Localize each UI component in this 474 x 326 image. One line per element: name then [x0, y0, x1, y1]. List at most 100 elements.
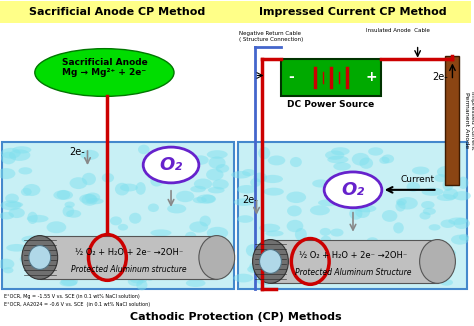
Ellipse shape	[262, 175, 283, 183]
Ellipse shape	[46, 221, 66, 233]
Ellipse shape	[159, 156, 179, 168]
Ellipse shape	[118, 255, 139, 266]
Ellipse shape	[5, 194, 19, 203]
Ellipse shape	[437, 166, 457, 178]
Text: DC Power Source: DC Power Source	[288, 100, 375, 109]
Ellipse shape	[233, 274, 253, 282]
Ellipse shape	[437, 194, 456, 201]
Ellipse shape	[12, 146, 31, 154]
Ellipse shape	[355, 205, 370, 218]
Ellipse shape	[214, 247, 230, 256]
Ellipse shape	[242, 169, 255, 176]
Text: +: +	[365, 70, 377, 84]
Ellipse shape	[186, 279, 206, 287]
Ellipse shape	[331, 147, 350, 155]
Ellipse shape	[333, 185, 355, 193]
Ellipse shape	[393, 274, 405, 284]
Ellipse shape	[310, 251, 325, 258]
Ellipse shape	[115, 183, 129, 196]
Ellipse shape	[287, 205, 302, 216]
Ellipse shape	[379, 157, 390, 164]
Ellipse shape	[440, 279, 453, 286]
Ellipse shape	[324, 172, 382, 208]
Ellipse shape	[320, 236, 332, 248]
Ellipse shape	[366, 237, 378, 245]
Ellipse shape	[0, 259, 14, 270]
Bar	[40, 236, 217, 279]
Ellipse shape	[428, 224, 440, 230]
Ellipse shape	[181, 159, 194, 166]
Ellipse shape	[397, 197, 418, 210]
Bar	[0, 1, 236, 23]
Ellipse shape	[448, 217, 467, 225]
Text: Negative Return Cable
( Structure Connection): Negative Return Cable ( Structure Connec…	[238, 31, 303, 42]
Text: Cathodic Protection (CP) Methods: Cathodic Protection (CP) Methods	[130, 312, 341, 322]
Bar	[271, 240, 438, 283]
Ellipse shape	[79, 194, 97, 204]
Ellipse shape	[191, 238, 203, 247]
Ellipse shape	[333, 162, 351, 170]
Ellipse shape	[21, 235, 43, 244]
Ellipse shape	[207, 227, 228, 239]
Ellipse shape	[253, 172, 267, 182]
Ellipse shape	[199, 236, 213, 243]
Ellipse shape	[193, 197, 207, 203]
Text: Insulated Anode  Cable: Insulated Anode Cable	[366, 28, 429, 33]
Text: O₂: O₂	[341, 181, 365, 199]
Ellipse shape	[352, 267, 372, 274]
Ellipse shape	[407, 182, 420, 192]
Ellipse shape	[328, 179, 343, 190]
Ellipse shape	[231, 171, 251, 179]
Ellipse shape	[136, 182, 146, 195]
Ellipse shape	[382, 155, 394, 163]
Text: Protected Aluminum Structure: Protected Aluminum Structure	[295, 268, 411, 277]
Bar	[237, 142, 467, 289]
Ellipse shape	[421, 188, 443, 196]
Ellipse shape	[35, 259, 46, 271]
Text: 2e-: 2e-	[433, 72, 448, 82]
Text: ½ O₂ + H₂O + 2e⁻ →2OH⁻: ½ O₂ + H₂O + 2e⁻ →2OH⁻	[299, 251, 407, 260]
Ellipse shape	[265, 230, 283, 236]
Ellipse shape	[1, 148, 21, 159]
Ellipse shape	[319, 228, 331, 236]
Text: Sacrificial Anode
Mg → Mg²⁺ + 2e⁻: Sacrificial Anode Mg → Mg²⁺ + 2e⁻	[62, 58, 147, 77]
Ellipse shape	[382, 210, 397, 222]
Ellipse shape	[21, 188, 32, 196]
Ellipse shape	[459, 234, 469, 241]
Ellipse shape	[72, 265, 92, 277]
Ellipse shape	[330, 229, 344, 237]
Ellipse shape	[56, 190, 70, 200]
Ellipse shape	[202, 246, 217, 258]
Ellipse shape	[259, 271, 274, 279]
Ellipse shape	[253, 240, 288, 283]
Ellipse shape	[287, 220, 303, 232]
Ellipse shape	[172, 273, 186, 279]
Bar	[236, 23, 471, 145]
Ellipse shape	[1, 152, 16, 164]
Ellipse shape	[421, 201, 435, 209]
Ellipse shape	[201, 195, 215, 203]
Ellipse shape	[5, 201, 23, 208]
Ellipse shape	[388, 245, 399, 257]
Ellipse shape	[208, 187, 225, 193]
Ellipse shape	[148, 203, 159, 212]
Ellipse shape	[0, 212, 14, 219]
Ellipse shape	[148, 259, 159, 269]
Ellipse shape	[194, 179, 212, 189]
Ellipse shape	[176, 191, 194, 202]
Bar	[2, 142, 234, 289]
Ellipse shape	[29, 245, 51, 269]
Bar	[0, 23, 236, 145]
Ellipse shape	[258, 147, 270, 159]
Ellipse shape	[85, 193, 100, 202]
Ellipse shape	[102, 173, 114, 183]
Ellipse shape	[164, 170, 185, 179]
Ellipse shape	[207, 150, 228, 159]
Ellipse shape	[356, 205, 376, 212]
Ellipse shape	[161, 147, 177, 156]
Ellipse shape	[185, 232, 196, 241]
Text: 2e-: 2e-	[70, 147, 85, 157]
Ellipse shape	[0, 200, 21, 210]
Ellipse shape	[395, 268, 407, 278]
Ellipse shape	[66, 210, 81, 218]
